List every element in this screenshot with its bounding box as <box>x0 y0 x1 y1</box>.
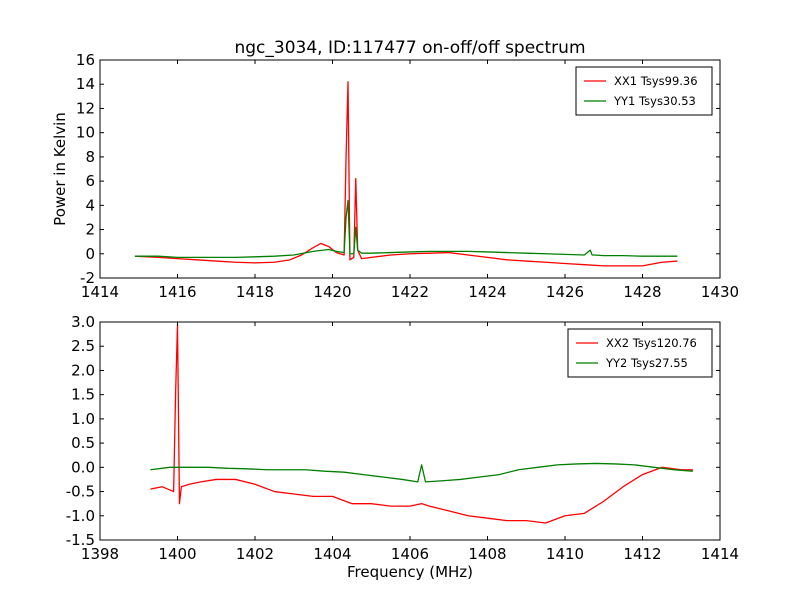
x-tick-label: 1404 <box>313 545 351 563</box>
y-tick-label: 10 <box>76 124 95 142</box>
legend-label-2: YY1 Tsys30.53 <box>613 94 696 108</box>
legend: XX1 Tsys99.36 YY1 Tsys30.53 <box>575 66 713 116</box>
y-tick-label: 2 <box>85 221 95 239</box>
y-tick-label: 0.0 <box>71 458 95 476</box>
x-tick-label: 1428 <box>623 283 661 301</box>
x-tick-label: 1426 <box>546 283 584 301</box>
x-tick-label: 1412 <box>623 545 661 563</box>
y-tick-label: 14 <box>76 75 95 93</box>
x-tick-label: 1416 <box>158 283 196 301</box>
y-tick-label: 1.0 <box>71 410 95 428</box>
series-line-2 <box>150 462 693 483</box>
bottom-panel: 1398 1400 1402 1404 1406 1408 1410 1412 1414 -1.5… <box>66 313 739 581</box>
series-line-1 <box>134 81 678 267</box>
x-tick-label: 1408 <box>468 545 506 563</box>
y-tick-label: -1.5 <box>66 531 95 549</box>
legend-label-2: YY2 Tsys27.55 <box>605 356 688 370</box>
y-tick-label: 8 <box>85 148 95 166</box>
legend-label-1: XX2 Tsys120.76 <box>606 336 697 350</box>
series-group <box>150 323 693 524</box>
x-tick-label: 1398 <box>81 545 119 563</box>
y-tick-label: 2.0 <box>71 361 95 379</box>
top-panel: 1414 1416 1418 1420 1422 1424 1426 1428 1430-202… <box>51 38 739 301</box>
y-tick-label: 16 <box>76 51 95 69</box>
y-tick-label: 2.5 <box>71 337 95 355</box>
y-tick-label: -2 <box>80 269 95 287</box>
x-tick-label: 1402 <box>236 545 274 563</box>
x-tick-label: 1424 <box>468 283 506 301</box>
y-tick-label: -1.0 <box>66 507 95 525</box>
x-tick-label: 1422 <box>391 283 429 301</box>
x-tick-label: 1430 <box>701 283 739 301</box>
legend-label-1: XX1 Tsys99.36 <box>614 74 698 88</box>
y-tick-label: 0 <box>85 245 95 263</box>
series-line-1 <box>150 323 693 524</box>
x-tick-label: 1420 <box>313 283 351 301</box>
legend-box <box>567 328 713 378</box>
y-tick-label: 12 <box>76 99 95 117</box>
y-tick-label: 4 <box>85 196 95 214</box>
y-axis-label: Power in Kelvin <box>51 112 69 226</box>
x-tick-label: 1406 <box>391 545 429 563</box>
chart-title: ngc_3034, ID:117477 on-off/off spectrum <box>234 38 585 58</box>
legend-box <box>575 66 713 116</box>
y-tick-label: -0.5 <box>66 483 95 501</box>
x-tick-label: 1418 <box>236 283 274 301</box>
y-tick-label: 6 <box>85 172 95 190</box>
y-tick-label: 0.5 <box>71 434 95 452</box>
x-tick-label: 1400 <box>158 545 196 563</box>
x-tick-label: 1414 <box>701 545 739 563</box>
x-tick-label: 1414 <box>81 283 119 301</box>
legend: XX2 Tsys120.76 YY2 Tsys27.55 <box>567 328 713 378</box>
x-tick-label: 1410 <box>546 545 584 563</box>
y-tick-label: 1.5 <box>71 386 95 404</box>
series-group <box>134 81 678 267</box>
series-line-2 <box>134 199 678 259</box>
y-tick-label: 3.0 <box>71 313 95 331</box>
x-axis-label: Frequency (MHz) <box>347 563 473 581</box>
